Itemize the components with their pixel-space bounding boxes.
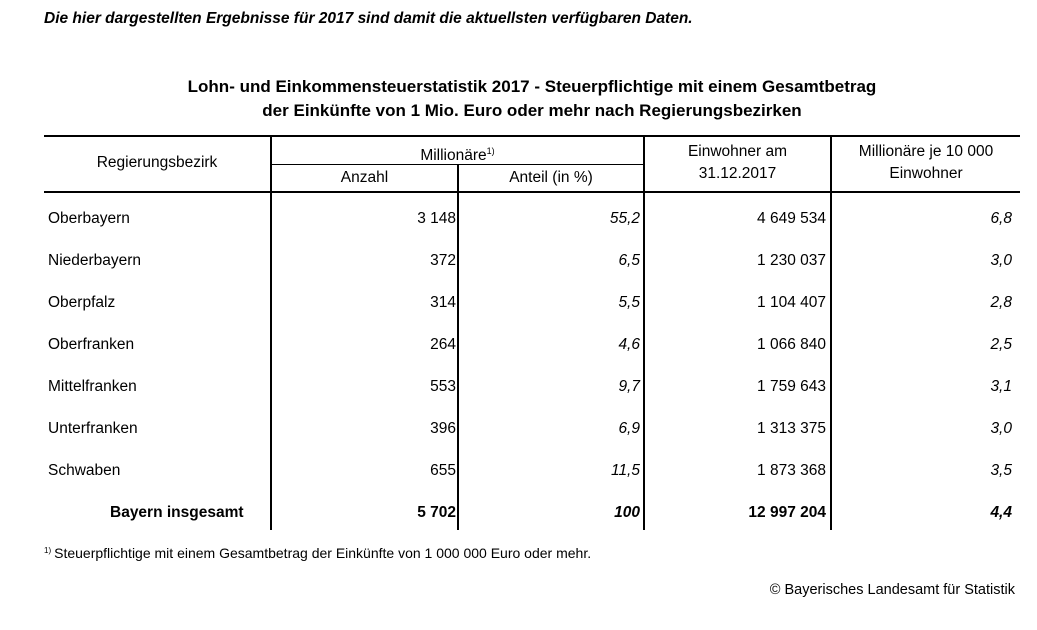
row-population: 1 230 037	[757, 252, 826, 269]
row-region: Niederbayern	[48, 252, 142, 269]
row-share: 11,5	[610, 462, 640, 479]
row-region: Oberfranken	[48, 336, 135, 353]
row-per10000: 2,5	[990, 336, 1012, 353]
header-millionaires: Millionäre1)	[272, 140, 643, 167]
source-credit: © Bayerisches Landesamt für Statistik	[769, 582, 1015, 598]
header-share: Anteil (in %)	[509, 169, 593, 186]
row-per10000: 3,0	[990, 420, 1012, 437]
footnote-text: Steuerpflichtige mit einem Gesamtbetrag …	[54, 545, 592, 561]
row-count: 372	[430, 252, 456, 269]
row-count: 3 148	[417, 210, 456, 227]
footnote-marker: 1)	[44, 546, 52, 555]
row-per10000: 2,8	[990, 294, 1012, 311]
row-population: 1 873 368	[757, 462, 826, 479]
row-population: 1 313 375	[757, 420, 826, 437]
column-rule	[270, 135, 272, 530]
total-count: 5 702	[417, 504, 456, 521]
statistics-table: Regierungsbezirk Millionäre1) Anzahl Ant…	[44, 135, 1020, 530]
row-region: Oberbayern	[48, 210, 130, 227]
row-region: Oberpfalz	[48, 294, 116, 311]
table-title-line-2: der Einkünfte von 1 Mio. Euro oder mehr …	[262, 101, 802, 120]
column-rule	[830, 135, 832, 530]
footnote: 1) Steuerpflichtige mit einem Gesamtbetra…	[44, 545, 591, 561]
row-count: 553	[430, 378, 456, 395]
table-top-rule	[44, 135, 1020, 137]
total-region: Bayern insgesamt	[110, 504, 244, 521]
header-millionaires-note: 1)	[486, 146, 495, 156]
row-region: Mittelfranken	[48, 378, 137, 395]
total-share: 100	[614, 504, 640, 521]
row-share: 55,2	[609, 210, 640, 227]
row-region: Unterfranken	[48, 420, 138, 437]
table-title-line-1: Lohn- und Einkommensteuerstatistik 2017 …	[187, 77, 877, 96]
row-count: 655	[430, 462, 456, 479]
row-share: 4,6	[618, 336, 640, 353]
header-population-line-1: Einwohner am	[687, 143, 788, 160]
row-population: 1 104 407	[757, 294, 826, 311]
header-per10000-line-1: Millionäre je 10 000	[858, 143, 994, 160]
row-population: 4 649 534	[757, 210, 826, 227]
total-per10000: 4,4	[990, 504, 1012, 521]
header-millionaires-label: Millionäre	[420, 147, 487, 164]
row-share: 6,9	[618, 420, 640, 437]
row-count: 264	[430, 336, 456, 353]
intro-text: Die hier dargestellten Ergebnisse für 20…	[44, 10, 693, 27]
row-population: 1 066 840	[757, 336, 826, 353]
row-share: 9,7	[618, 378, 640, 395]
row-population: 1 759 643	[757, 378, 826, 395]
header-region: Regierungsbezirk	[96, 154, 218, 171]
row-share: 6,5	[618, 252, 640, 269]
row-per10000: 3,1	[990, 378, 1012, 395]
column-rule	[643, 135, 645, 530]
row-share: 5,5	[618, 294, 640, 311]
header-per10000-line-2: Einwohner	[889, 165, 963, 182]
row-per10000: 3,5	[990, 462, 1012, 479]
header-bottom-rule	[44, 191, 1020, 193]
header-count: Anzahl	[340, 169, 389, 186]
row-count: 314	[430, 294, 456, 311]
row-per10000: 3,0	[990, 252, 1012, 269]
row-count: 396	[430, 420, 456, 437]
header-population-line-2: 31.12.2017	[698, 165, 777, 182]
column-rule	[457, 164, 459, 530]
row-per10000: 6,8	[990, 210, 1012, 227]
row-region: Schwaben	[48, 462, 121, 479]
total-population: 12 997 204	[748, 504, 826, 521]
